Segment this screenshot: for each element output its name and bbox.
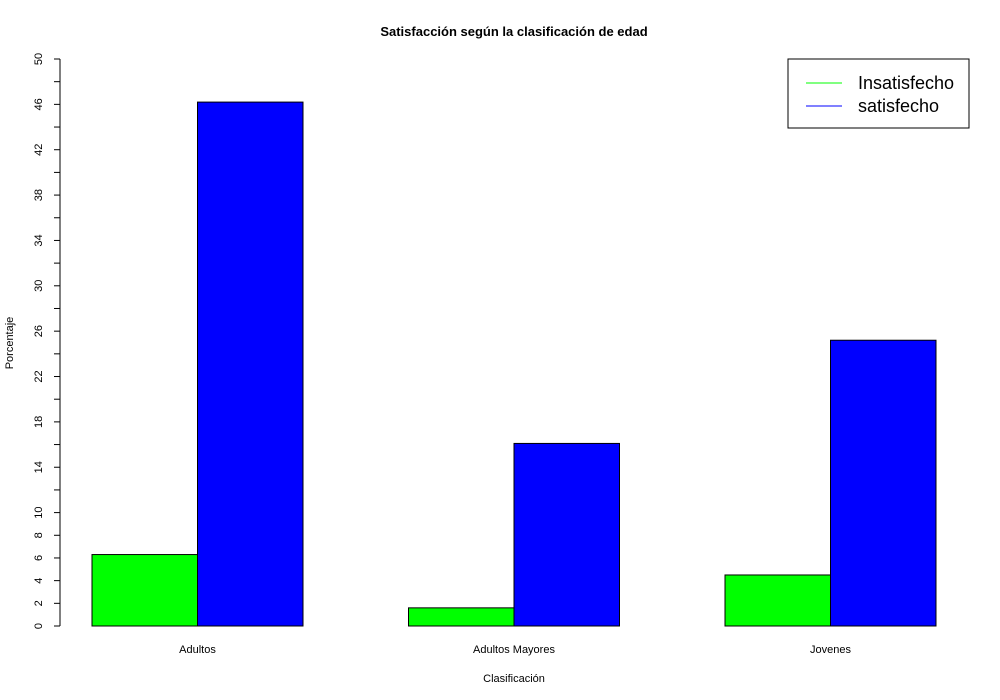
bar-insatisfecho-adultos — [91, 554, 198, 627]
bar-satisfecho-jovenes — [830, 339, 937, 627]
y-tick-label: 26 — [33, 325, 45, 337]
bar-insatisfecho-adultos-mayores — [408, 607, 515, 627]
legend-label: Insatisfecho — [858, 73, 954, 93]
y-tick-label: 34 — [33, 234, 45, 246]
legend-label: satisfecho — [858, 96, 939, 116]
y-tick-label: 22 — [33, 370, 45, 382]
y-tick-label: 18 — [33, 416, 45, 428]
y-tick-label: 42 — [33, 144, 45, 156]
legend: Insatisfecho satisfecho — [787, 58, 970, 129]
y-tick-label: 4 — [33, 578, 45, 584]
y-tick-label: 50 — [33, 53, 45, 65]
y-tick-label: 0 — [33, 623, 45, 629]
y-axis-label: Porcentaje — [4, 317, 16, 370]
legend-box — [787, 58, 970, 129]
bar-satisfecho-adultos-mayores — [513, 442, 620, 627]
y-tick-label: 8 — [33, 532, 45, 538]
bars — [91, 101, 937, 627]
x-tick-label: Jovenes — [810, 644, 851, 656]
y-tick-label: 14 — [33, 461, 45, 473]
y-tick-label: 46 — [33, 98, 45, 110]
x-axis-label: Clasificación — [483, 673, 545, 685]
y-tick-label: 38 — [33, 189, 45, 201]
chart-title: Satisfacción según la clasificación de e… — [380, 24, 647, 39]
y-tick-label: 30 — [33, 280, 45, 292]
x-axis-tick-labels: Adultos Adultos Mayores Jovenes — [179, 644, 851, 656]
bar-insatisfecho-jovenes — [724, 574, 831, 627]
bar-satisfecho-adultos — [197, 101, 304, 627]
y-tick-label: 6 — [33, 555, 45, 561]
x-tick-label: Adultos Mayores — [473, 644, 555, 656]
y-tick-label: 10 — [33, 506, 45, 518]
y-tick-label: 2 — [33, 600, 45, 606]
x-tick-label: Adultos — [179, 644, 216, 656]
